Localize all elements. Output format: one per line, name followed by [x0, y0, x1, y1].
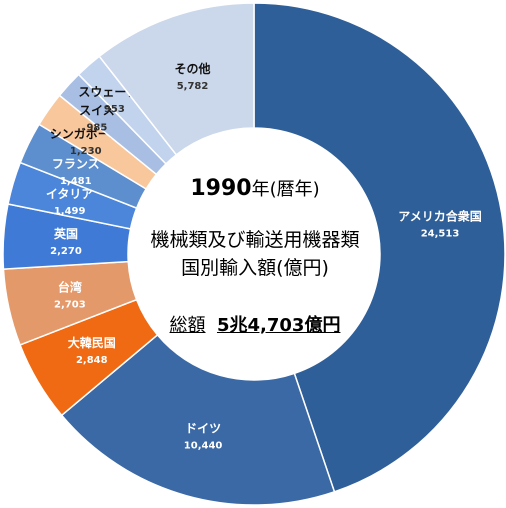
- slice-label-8: スイス: [79, 104, 115, 118]
- slice-label-5: イタリア: [46, 187, 94, 201]
- slice-value-0: 24,513: [421, 228, 460, 239]
- center-title-block: 1990年(暦年) 機械類及び輸送用機器類 国別輸入額(億円) 総額 5兆4,7…: [130, 165, 380, 355]
- slice-value-8: 985: [86, 123, 107, 134]
- year-title: 1990年(暦年): [130, 175, 380, 201]
- year-value: 1990: [190, 176, 252, 201]
- total-line: 総額 5兆4,703億円: [130, 311, 380, 337]
- total-label: 総額: [169, 315, 206, 336]
- slice-value-4: 2,270: [50, 246, 82, 257]
- slice-value-2: 2,848: [76, 355, 108, 366]
- slice-label-2: 大韓民国: [68, 335, 116, 350]
- slice-label-0: アメリカ合衆国: [398, 208, 481, 223]
- slice-label-1: ドイツ: [185, 421, 221, 435]
- slice-value-1: 10,440: [184, 440, 223, 451]
- slice-value-7: 1,230: [70, 146, 102, 157]
- slice-1: [60, 333, 336, 506]
- title-line-2: 国別輸入額(億円): [181, 257, 329, 279]
- year-unit: 年: [251, 179, 270, 200]
- slice-value-3: 2,703: [54, 299, 86, 310]
- year-note: (暦年): [269, 179, 320, 200]
- slice-label-6: フランス: [52, 157, 100, 171]
- slice-label-4: 英国: [54, 226, 78, 241]
- slice-value-6: 1,481: [60, 176, 92, 187]
- slice-value-9: 953: [104, 104, 125, 115]
- slice-label-10: その他: [175, 61, 211, 76]
- donut-hole: [129, 129, 379, 379]
- slice-0: [253, 2, 506, 493]
- total-value: 5兆4,703億円: [216, 315, 341, 336]
- slice-value-10: 5,782: [177, 81, 209, 92]
- slice-value-5: 1,499: [54, 206, 86, 217]
- title-line-1: 機械類及び輸送用機器類: [150, 229, 360, 251]
- slice-10: [98, 2, 255, 156]
- slice-label-3: 台湾: [58, 279, 82, 294]
